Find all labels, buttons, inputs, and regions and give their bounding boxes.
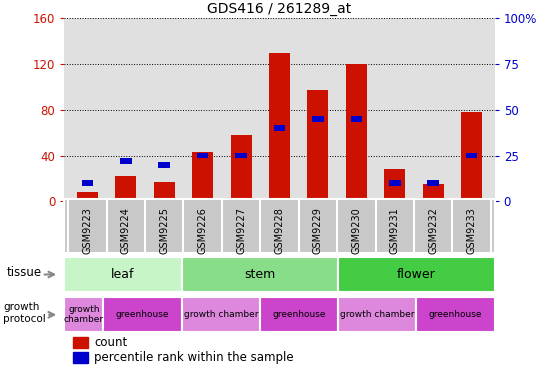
Text: GSM9231: GSM9231 — [390, 208, 400, 254]
Bar — [82, 180, 93, 186]
Bar — [182, 257, 338, 292]
Bar — [269, 53, 290, 201]
Bar — [307, 90, 329, 201]
Bar — [230, 135, 252, 201]
Bar — [73, 337, 88, 348]
Text: GSM9227: GSM9227 — [236, 208, 246, 254]
Bar — [346, 64, 367, 201]
Bar — [197, 153, 209, 158]
Text: growth
chamber: growth chamber — [64, 305, 104, 325]
Bar — [77, 192, 98, 201]
Bar — [103, 297, 182, 332]
Bar — [182, 297, 260, 332]
Bar — [423, 184, 444, 201]
Text: greenhouse: greenhouse — [429, 310, 482, 319]
Bar — [338, 257, 495, 292]
Bar — [350, 116, 362, 122]
Text: GSM9228: GSM9228 — [274, 208, 285, 254]
Bar — [260, 297, 338, 332]
Text: growth
protocol: growth protocol — [3, 302, 46, 324]
Bar — [312, 116, 324, 122]
Text: GSM9225: GSM9225 — [159, 208, 169, 254]
Text: percentile rank within the sample: percentile rank within the sample — [94, 351, 294, 364]
Bar — [416, 297, 495, 332]
Bar — [64, 297, 103, 332]
Bar — [384, 169, 405, 201]
Text: growth chamber: growth chamber — [340, 310, 415, 319]
Bar — [466, 153, 477, 158]
Title: GDS416 / 261289_at: GDS416 / 261289_at — [207, 2, 352, 16]
Text: growth chamber: growth chamber — [183, 310, 258, 319]
Text: GSM9224: GSM9224 — [121, 208, 131, 254]
Text: flower: flower — [397, 268, 436, 281]
Bar — [461, 112, 482, 201]
Bar — [274, 125, 285, 131]
Bar — [235, 153, 247, 158]
Text: tissue: tissue — [7, 266, 41, 279]
Bar — [64, 257, 182, 292]
Bar — [338, 297, 416, 332]
Text: GSM9230: GSM9230 — [352, 208, 361, 254]
Bar — [158, 162, 170, 168]
Text: stem: stem — [244, 268, 276, 281]
Bar — [115, 176, 136, 201]
Bar — [73, 352, 88, 363]
Text: GSM9226: GSM9226 — [198, 208, 207, 254]
Text: GSM9232: GSM9232 — [428, 208, 438, 254]
Text: GSM9233: GSM9233 — [467, 208, 477, 254]
Text: GSM9229: GSM9229 — [313, 208, 323, 254]
Text: leaf: leaf — [111, 268, 135, 281]
Bar — [428, 180, 439, 186]
Text: count: count — [94, 336, 127, 349]
Text: greenhouse: greenhouse — [272, 310, 326, 319]
Bar — [120, 158, 131, 164]
Bar — [389, 180, 401, 186]
Text: greenhouse: greenhouse — [116, 310, 169, 319]
Bar — [154, 182, 175, 201]
Bar — [192, 152, 213, 201]
Text: GSM9223: GSM9223 — [82, 208, 92, 254]
